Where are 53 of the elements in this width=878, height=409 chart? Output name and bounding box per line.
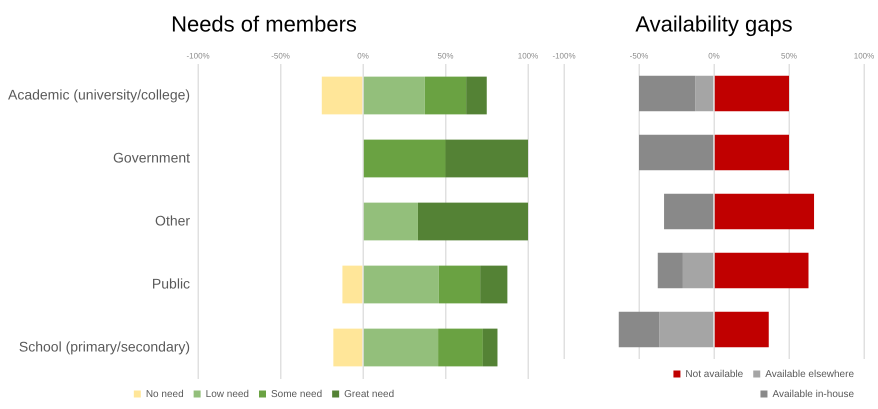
x-tick-label: -100%: [552, 51, 576, 60]
x-tick-label: 50%: [780, 51, 798, 60]
y-tick-label: Other: [155, 212, 190, 228]
bar: [424, 76, 466, 114]
legend-label: Available in-house: [772, 388, 854, 400]
y-tick-label: School (primary/secondary): [18, 338, 190, 354]
bar: [664, 194, 714, 230]
legend-label: No need: [146, 388, 184, 400]
bar: [364, 328, 438, 366]
bar: [438, 266, 480, 304]
bar: [342, 266, 362, 304]
bar: [364, 140, 446, 178]
bar: [714, 252, 808, 288]
bar: [364, 202, 418, 240]
y-tick-label: Public: [152, 275, 190, 292]
x-tick-label: 0%: [357, 51, 369, 60]
bar: [333, 328, 362, 366]
y-tick-label: Government: [113, 149, 190, 166]
legend-label: Available elsewhere: [765, 368, 854, 380]
bar: [322, 76, 362, 114]
bar: [446, 140, 528, 178]
bar: [658, 252, 682, 288]
x-tick-label: -50%: [271, 51, 290, 60]
x-tick-label: 100%: [854, 51, 874, 60]
bar: [364, 76, 425, 114]
bar: [364, 266, 439, 304]
x-tick-label: -100%: [186, 51, 210, 60]
x-tick-label: 50%: [438, 51, 454, 60]
bar: [714, 312, 769, 348]
chart-title: Needs of members: [171, 11, 357, 36]
legend-label: Some need: [271, 388, 322, 400]
bar: [714, 194, 814, 230]
x-tick-label: 100%: [518, 51, 538, 60]
y-tick-label: Academic (university/college): [8, 86, 190, 102]
bar: [714, 76, 789, 112]
legend-label: Low need: [206, 388, 250, 400]
bar: [438, 328, 483, 366]
legend-label: Not available: [685, 368, 744, 380]
x-tick-label: -50%: [630, 51, 648, 60]
bar: [682, 252, 714, 288]
x-tick-label: 0%: [708, 51, 720, 60]
bar: [418, 202, 528, 240]
chart-title: Availability gaps: [635, 11, 793, 36]
bar: [695, 76, 714, 112]
bar: [714, 134, 789, 170]
bar: [480, 266, 508, 304]
bar: [639, 76, 696, 112]
bar: [639, 134, 714, 170]
bar: [659, 312, 714, 348]
legend-label: Great need: [344, 388, 394, 400]
bar: [618, 312, 660, 348]
bar: [466, 76, 487, 114]
bar: [482, 328, 498, 366]
